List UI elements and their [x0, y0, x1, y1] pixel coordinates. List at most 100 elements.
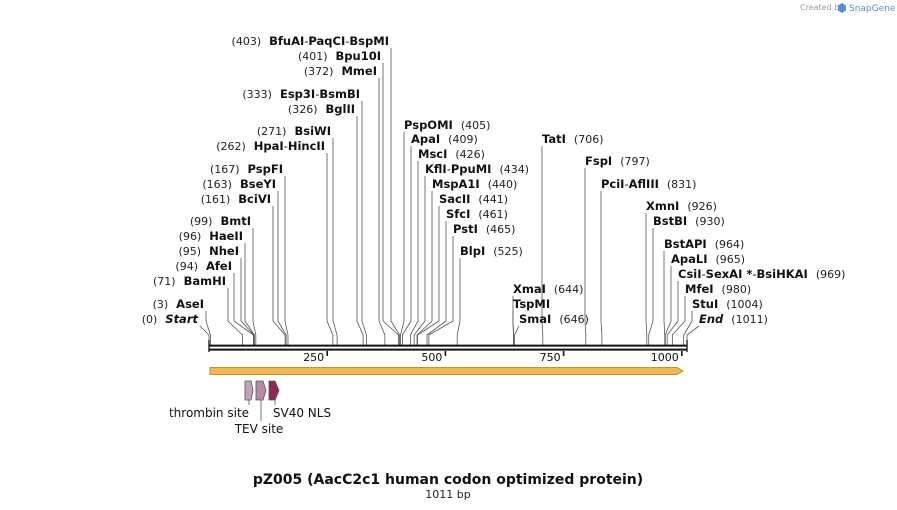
site-kfli[interactable]: KflI - PpuMI (434) [425, 162, 529, 176]
site-position: (333) [242, 88, 272, 101]
sv40-nls-label: SV40 NLS [273, 406, 331, 420]
site-tati[interactable]: TatI (706) [542, 132, 604, 146]
enzyme-name: BciVI [238, 192, 271, 206]
site-blpi[interactable]: BlpI (525) [460, 244, 523, 258]
snapgene-logo-icon [838, 3, 846, 13]
site-mmei[interactable]: (372) MmeI [304, 64, 377, 78]
cut-site-leaders [199, 48, 700, 345]
site-position: (426) [455, 148, 485, 161]
site-position: (161) [201, 193, 231, 206]
site-end[interactable]: End (1011) [699, 312, 768, 326]
site-pspomi[interactable]: PspOMI (405) [404, 118, 490, 132]
dna-backbone [208, 340, 688, 352]
leader-bamhi [227, 288, 243, 345]
site-position: (271) [257, 125, 287, 138]
enzyme-name: PciI [601, 177, 624, 191]
enzyme-name: HpaI [254, 139, 284, 153]
enzyme-name: TspMI [513, 297, 550, 311]
leader-pspfi [284, 176, 289, 345]
map-title: pZ005 (AacC2c1 human codon optimized pro… [253, 472, 643, 488]
site-mfei[interactable]: MfeI (980) [685, 282, 751, 296]
site-msci[interactable]: MscI (426) [418, 147, 485, 161]
leader-csii [666, 281, 679, 345]
site-bpu10i[interactable]: (401) Bpu10I [298, 49, 381, 63]
site-asei[interactable]: (3) AseI [153, 297, 204, 311]
leader-apali [664, 266, 672, 345]
site-psti[interactable]: PstI (465) [453, 222, 515, 236]
enzyme-name: AflIII [629, 177, 659, 191]
site-bfuai[interactable]: (403) BfuAI - PaqCI - BspMI [232, 34, 389, 48]
enzyme-name: HaeII [209, 229, 243, 243]
enzyme-name: XmnI [646, 199, 679, 213]
site-mspa1i[interactable]: MspA1I (440) [432, 177, 517, 191]
site-bmti[interactable]: (99) BmtI [190, 214, 251, 228]
site-position: (1004) [726, 298, 763, 311]
site-pcii[interactable]: PciI - AflIII (831) [601, 177, 696, 191]
feature-sv40-nls [268, 380, 280, 405]
site-position: (646) [559, 313, 589, 326]
site-fspi[interactable]: FspI (797) [585, 154, 650, 168]
leader-mspa1i [416, 191, 433, 345]
site-start[interactable]: (0) Start [142, 312, 199, 326]
leader-bfuai [390, 48, 400, 345]
site-afei[interactable]: (94) AfeI [175, 259, 232, 273]
enzyme-name: Bpu10I [336, 49, 381, 63]
enzyme-name: PstI [453, 222, 478, 236]
leader-bcivi [272, 206, 286, 345]
site-bstbi[interactable]: BstBI (930) [653, 214, 725, 228]
tick-label-1000: 1000 [651, 351, 679, 364]
leader-sacii [417, 206, 440, 345]
site-apali[interactable]: ApaLI (965) [671, 252, 745, 266]
enzyme-name: BsiWI [294, 124, 331, 138]
cut-site-labels: (403) BfuAI - PaqCI - BspMI (401) Bpu10I(37… [142, 34, 846, 326]
leader-bstapi [663, 251, 666, 345]
site-position: (434) [499, 163, 529, 176]
enzyme-name: MmeI [341, 64, 377, 78]
leader-esp3i [361, 101, 367, 345]
leader-tati [541, 146, 544, 345]
site-hpai[interactable]: (262) HpaI - HincII [216, 139, 325, 153]
site-smai[interactable]: SmaI (646) [519, 312, 589, 326]
leader-haeii [244, 243, 255, 345]
site-sfci[interactable]: SfcI (461) [446, 207, 508, 221]
enzyme-name: PpuMI [451, 162, 492, 176]
leader-bsiwi [332, 138, 338, 345]
leader-xmni [645, 213, 648, 345]
site-apai[interactable]: ApaI (409) [411, 132, 478, 146]
site-bstapi[interactable]: BstAPI (964) [664, 237, 744, 251]
site-xmni[interactable]: XmnI (926) [646, 199, 717, 213]
site-bsiwi[interactable]: (271) BsiWI [257, 124, 331, 138]
site-position: (831) [667, 178, 697, 191]
enzyme-name: Start [165, 312, 198, 326]
site-position: (441) [478, 193, 508, 206]
site-xmai[interactable]: XmaI (644) [513, 282, 583, 296]
site-nhei[interactable]: (95) NheI [179, 244, 239, 258]
name-separator: - [447, 162, 451, 176]
site-bseyi[interactable]: (163) BseYI [202, 177, 276, 191]
site-bglii[interactable]: (326) BglII [288, 102, 355, 116]
enzyme-name: MspA1I [432, 177, 480, 191]
enzyme-name: SacII [439, 192, 470, 206]
leader-fspi [584, 168, 587, 345]
enzyme-name: BamHI [184, 274, 226, 288]
enzyme-name: FspI [585, 154, 612, 168]
thrombin-site-label: thrombin site [169, 406, 249, 420]
feature-thrombin-site [244, 380, 254, 405]
site-haeii[interactable]: (96) HaeII [179, 229, 243, 243]
enzyme-name: ApaLI [671, 252, 708, 266]
site-position: (96) [179, 230, 202, 243]
site-esp3i[interactable]: (333) Esp3I - BsmBI [242, 87, 360, 101]
site-bamhi[interactable]: (71) BamHI [153, 274, 226, 288]
site-csii[interactable]: CsiI - SexAI * - BsiHKAI (969) [678, 267, 845, 281]
site-position: (71) [153, 275, 176, 288]
site-position: (980) [722, 283, 752, 296]
site-bcivi[interactable]: (161) BciVI [201, 192, 271, 206]
site-tspmi[interactable]: TspMI [513, 297, 550, 311]
site-stui[interactable]: StuI (1004) [692, 297, 763, 311]
credit-brand: SnapGene [849, 4, 896, 14]
name-separator: - [304, 34, 308, 48]
enzyme-name: StuI [692, 297, 718, 311]
site-sacii[interactable]: SacII (441) [439, 192, 508, 206]
site-position: (372) [304, 65, 334, 78]
site-pspfi[interactable]: (167) PspFI [210, 162, 283, 176]
